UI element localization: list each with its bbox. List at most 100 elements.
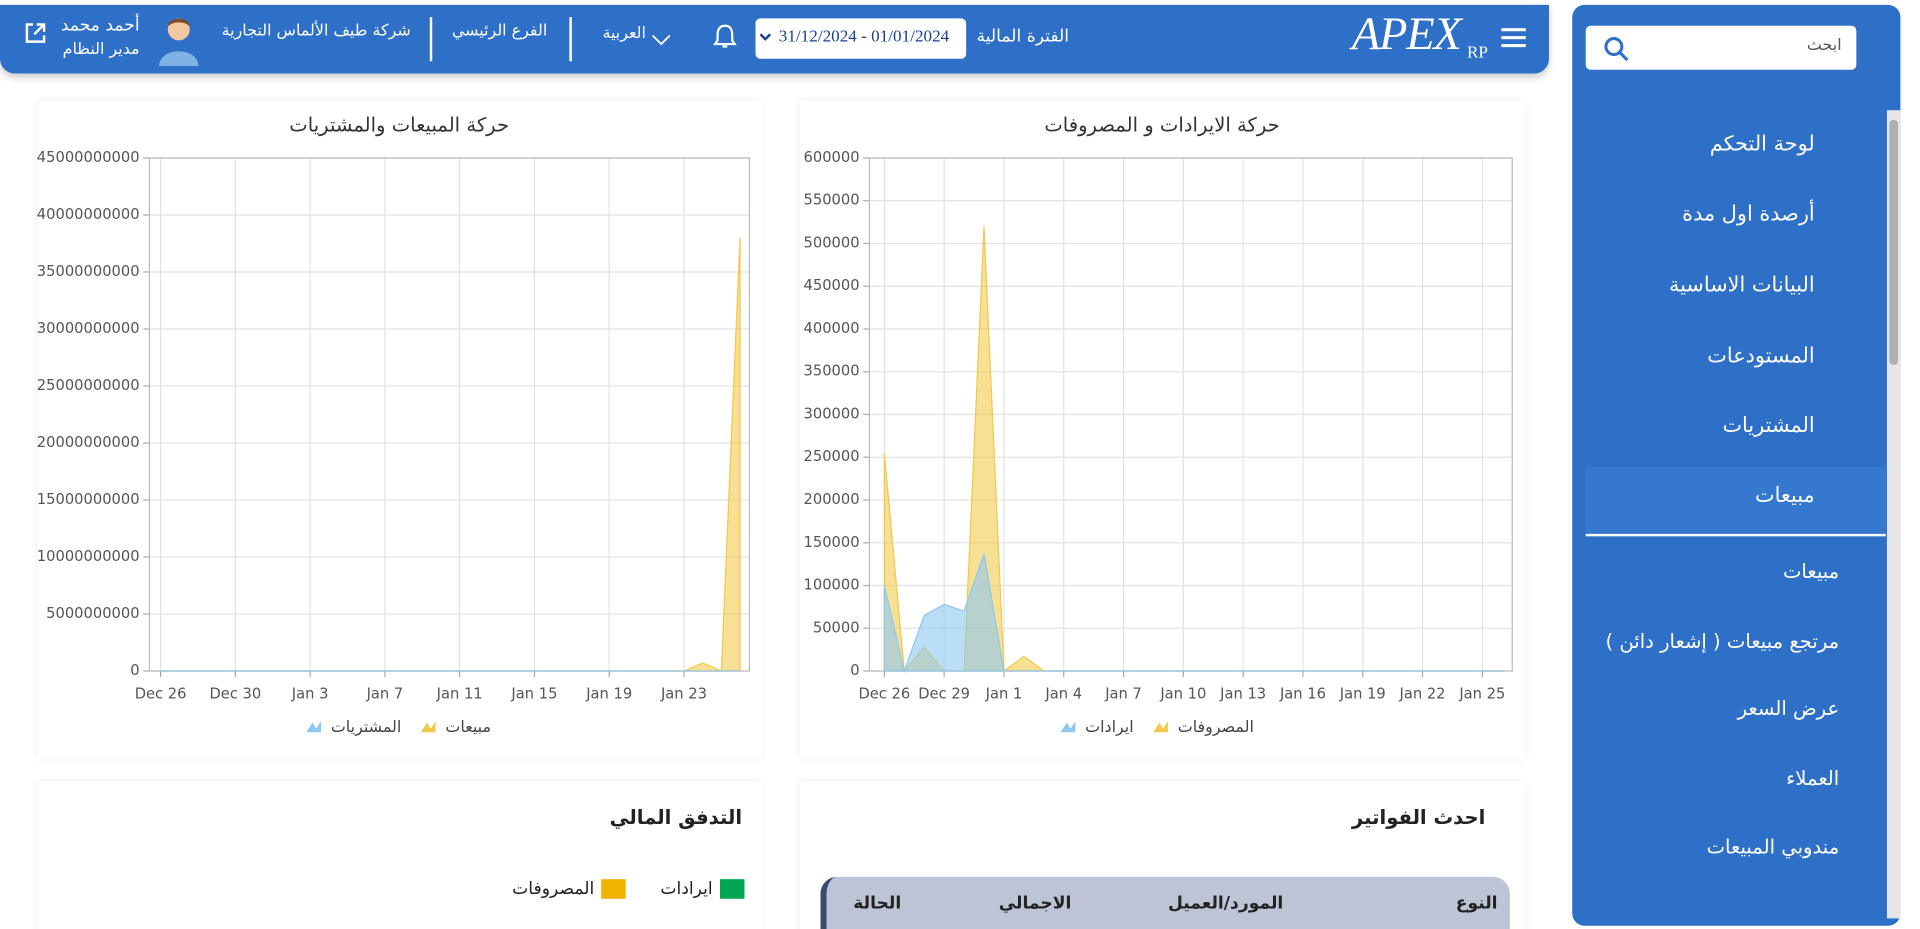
logout-icon[interactable]: [23, 21, 47, 45]
card-title: التدفق المالي: [609, 805, 743, 829]
column-header: النوع: [1455, 893, 1498, 914]
menu-item[interactable]: لوحة التحكم: [1709, 132, 1815, 157]
card-title: احدث الفواتير: [1351, 805, 1486, 829]
menu-item[interactable]: أرصدة اول مدة: [1682, 202, 1815, 227]
avatar: [159, 18, 199, 67]
legend-swatch: [720, 879, 745, 899]
y-tick-label: 350000: [804, 363, 860, 380]
submenu-item[interactable]: عرض السعر: [1737, 696, 1840, 721]
logo: APEX: [1351, 8, 1462, 61]
y-tick-label: 10000000000: [37, 548, 140, 565]
x-tick-label: Jan 10: [1159, 685, 1206, 702]
legend-swatch: [306, 721, 322, 733]
legend-swatch: [420, 721, 436, 733]
y-tick-label: 600000: [804, 149, 860, 166]
x-tick-label: Dec 26: [858, 685, 910, 702]
table-header: النوع المورد/العميل الاجمالي الحالة: [820, 876, 1510, 929]
x-tick-label: Jan 15: [510, 685, 557, 702]
legend-item: المصروفات: [512, 877, 627, 901]
card: التدفق المالي ايرادات المصروفات: [37, 781, 762, 929]
company: شركة طيف الألماس التجارية: [221, 22, 411, 41]
y-tick-label: 45000000000: [37, 149, 140, 166]
x-tick-label: Jan 19: [585, 685, 632, 702]
menu-item[interactable]: البيانات الاساسية: [1668, 273, 1815, 298]
y-tick-label: 250000: [804, 448, 860, 465]
separator: [569, 17, 572, 62]
legend-label: ايرادات: [1085, 717, 1134, 737]
y-tick-label: 30000000000: [37, 320, 140, 337]
language[interactable]: العربية: [602, 24, 646, 43]
submenu-item[interactable]: مرتجع مبيعات ( إشعار دائن ): [1605, 629, 1840, 653]
top-bar: APEX RP الفترة المالية 31/12/2024 - 01/0…: [0, 4, 1549, 74]
column-header: الاجمالي: [998, 893, 1072, 914]
y-tick-label: 0: [130, 662, 139, 679]
column-header: الحالة: [853, 893, 902, 914]
chevron: [759, 33, 772, 41]
plot-border: [148, 157, 751, 672]
x-tick-label: Jan 23: [660, 685, 707, 702]
submenu-item[interactable]: مندوبي المبيعات: [1706, 835, 1840, 859]
y-tick-label: 25000000000: [37, 377, 140, 394]
x-tick-label: Dec 30: [209, 685, 261, 702]
x-tick-label: Jan 7: [1104, 685, 1142, 702]
chart-title: حركة المبيعات والمشتريات: [289, 114, 509, 137]
legend-swatch: [601, 879, 627, 899]
card: [37, 100, 762, 760]
y-tick-label: 450000: [804, 277, 860, 294]
y-tick-label: 150000: [804, 534, 860, 551]
x-tick-label: Jan 25: [1458, 685, 1505, 702]
legend-label: المشتريات: [331, 717, 401, 737]
legend-label: مبيعات: [445, 717, 491, 736]
y-tick-label: 20000000000: [37, 434, 140, 451]
column-header: المورد/العميل: [1167, 893, 1284, 914]
area: [160, 237, 741, 672]
branch[interactable]: الفرع الرئيسي: [451, 22, 548, 41]
search-icon: [1604, 37, 1629, 62]
chart-title: حركة الايرادات و المصروفات: [1044, 114, 1279, 137]
legend-label: المصروفات: [512, 879, 595, 899]
y-tick-label: 50000: [813, 619, 860, 636]
y-tick-label: 300000: [804, 405, 860, 422]
x-tick-label: Dec 29: [918, 685, 970, 702]
user-name: أحمد محمد: [60, 15, 140, 36]
y-tick-label: 400000: [804, 320, 860, 337]
legend: ايرادات المصروفات: [512, 877, 745, 901]
y-tick-label: 100000: [804, 577, 860, 594]
card: احدث الفواتير النوع المورد/العميل الاجما…: [799, 781, 1525, 929]
y-tick-label: 550000: [804, 192, 860, 209]
user-role: مدير النظام: [62, 40, 140, 59]
sidebar: ابحث لوحة التحكم أرصدة اول مدة البيانات ال…: [1572, 4, 1901, 926]
separator: [429, 17, 433, 62]
date-range: 31/12/2024 - 01/01/2024: [778, 28, 950, 47]
menu-item[interactable]: مبيعات: [1754, 483, 1815, 509]
x-tick-label: Jan 22: [1399, 685, 1446, 702]
fiscal-period-label: الفترة المالية: [976, 26, 1069, 47]
x-tick-label: Jan 3: [291, 685, 329, 702]
legend-item: ايرادات: [660, 877, 745, 901]
x-tick-label: Jan 7: [366, 685, 404, 702]
y-tick-label: 5000000000: [46, 605, 139, 622]
legend-swatch: [1153, 721, 1168, 733]
y-tick-label: 35000000000: [37, 263, 140, 280]
menu-item[interactable]: المشتريات: [1722, 413, 1815, 439]
chevron: [652, 34, 671, 46]
search-box[interactable]: ابحث: [1585, 25, 1857, 70]
x-tick-label: Jan 19: [1339, 685, 1386, 702]
search-placeholder: ابحث: [1806, 36, 1842, 56]
logo-sub: RP: [1466, 44, 1488, 63]
date-range-picker[interactable]: 31/12/2024 - 01/01/2024: [755, 18, 967, 59]
y-tick-label: 40000000000: [37, 206, 140, 223]
submenu-item[interactable]: العملاء: [1786, 766, 1840, 790]
submenu-item[interactable]: مبيعات: [1782, 559, 1840, 583]
menu-item[interactable]: المستودعات: [1707, 344, 1815, 369]
scrollbar: [1886, 110, 1901, 919]
bell-icon[interactable]: [713, 23, 737, 50]
legend-swatch: [1060, 721, 1076, 733]
menu-icon[interactable]: [1501, 27, 1528, 49]
x-tick-label: Jan 1: [985, 685, 1023, 702]
x-tick-label: Jan 4: [1044, 685, 1082, 702]
y-tick-label: 0: [850, 662, 859, 679]
x-tick-label: Jan 11: [436, 685, 483, 702]
